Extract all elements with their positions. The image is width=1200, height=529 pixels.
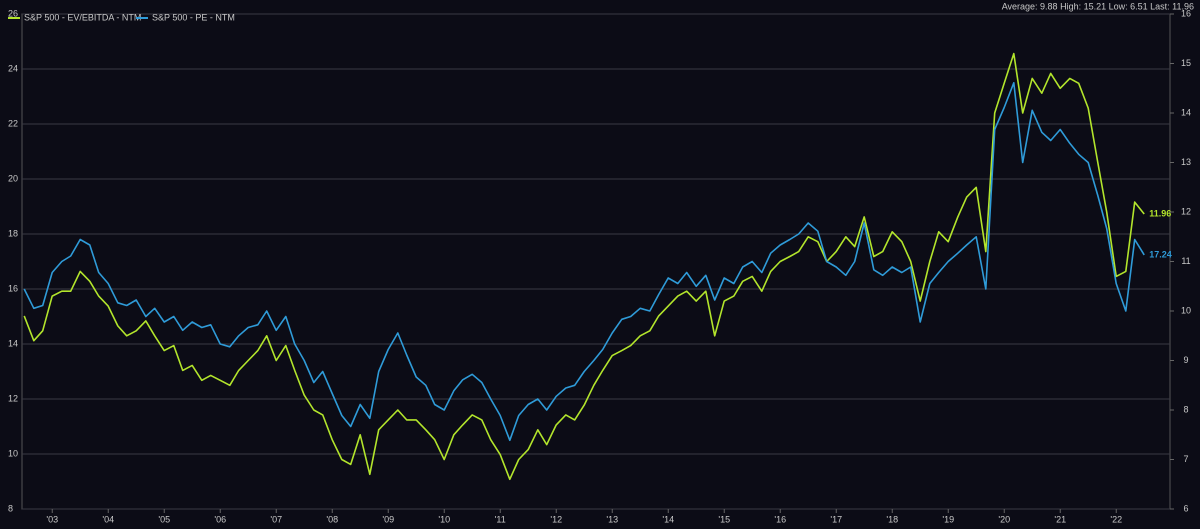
x-tick-label: '21 — [1054, 514, 1066, 524]
series-line — [23, 82, 1145, 442]
y2-tick-label: 16 — [1181, 8, 1191, 18]
last-value-label: 17.24 — [1149, 249, 1172, 259]
x-tick-label: '10 — [438, 514, 450, 524]
y-tick-label: 14 — [8, 338, 18, 348]
x-tick-label: '05 — [158, 514, 170, 524]
x-tick-label: '22 — [1110, 514, 1122, 524]
x-tick-label: '04 — [102, 514, 114, 524]
series-line — [23, 52, 1145, 481]
y-tick-label: 24 — [8, 63, 18, 73]
x-tick-label: '09 — [382, 514, 394, 524]
y-tick-label: 22 — [8, 118, 18, 128]
y-tick-label: 12 — [8, 393, 18, 403]
x-tick-label: '15 — [718, 514, 730, 524]
x-tick-label: '07 — [270, 514, 282, 524]
x-tick-label: '19 — [942, 514, 954, 524]
y2-tick-label: 6 — [1183, 503, 1188, 513]
y2-tick-label: 12 — [1181, 206, 1191, 216]
legend-label: S&P 500 - PE - NTM — [152, 12, 235, 22]
y-tick-label: 26 — [8, 8, 18, 18]
stats-annotation: Average: 9.88 High: 15.21 Low: 6.51 Last… — [1002, 1, 1194, 11]
y2-tick-label: 13 — [1181, 157, 1191, 167]
y-tick-label: 8 — [8, 503, 13, 513]
x-tick-label: '06 — [214, 514, 226, 524]
legend-label: S&P 500 - EV/EBITDA - NTM — [24, 12, 141, 22]
y2-tick-label: 9 — [1183, 355, 1188, 365]
y2-tick-label: 7 — [1183, 454, 1188, 464]
x-tick-label: '16 — [774, 514, 786, 524]
y2-tick-label: 8 — [1183, 404, 1188, 414]
x-tick-label: '13 — [606, 514, 618, 524]
y2-tick-label: 11 — [1181, 256, 1190, 266]
x-tick-label: '03 — [46, 514, 58, 524]
x-tick-label: '14 — [662, 514, 674, 524]
y2-tick-label: 10 — [1181, 305, 1191, 315]
x-tick-label: '18 — [886, 514, 898, 524]
x-tick-label: '11 — [495, 514, 506, 524]
y-tick-label: 16 — [8, 283, 18, 293]
y-tick-label: 10 — [8, 448, 18, 458]
y2-tick-label: 15 — [1181, 58, 1191, 68]
x-tick-label: '17 — [830, 514, 842, 524]
y-tick-label: 18 — [8, 228, 18, 238]
last-value-label: 11.96 — [1149, 208, 1171, 218]
y-tick-label: 20 — [8, 173, 18, 183]
x-tick-label: '20 — [998, 514, 1010, 524]
x-tick-label: '08 — [326, 514, 338, 524]
x-tick-label: '12 — [550, 514, 562, 524]
y2-tick-label: 14 — [1181, 107, 1191, 117]
